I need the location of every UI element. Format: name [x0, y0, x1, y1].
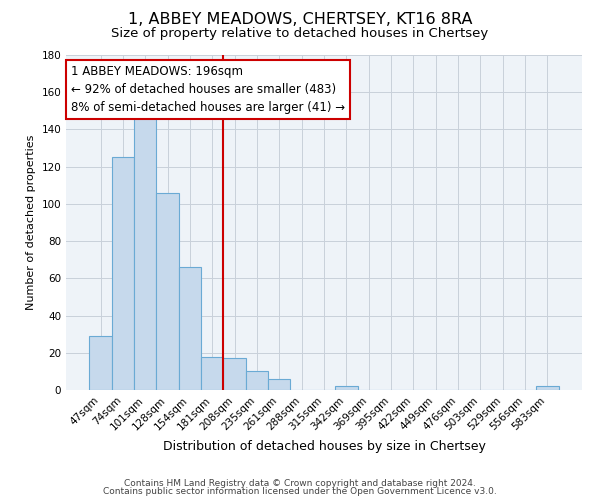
Bar — [201, 356, 223, 390]
Bar — [536, 386, 559, 390]
Bar — [112, 158, 134, 390]
Text: 1 ABBEY MEADOWS: 196sqm
← 92% of detached houses are smaller (483)
8% of semi-de: 1 ABBEY MEADOWS: 196sqm ← 92% of detache… — [71, 65, 345, 114]
Text: Contains public sector information licensed under the Open Government Licence v3: Contains public sector information licen… — [103, 487, 497, 496]
Bar — [157, 192, 179, 390]
X-axis label: Distribution of detached houses by size in Chertsey: Distribution of detached houses by size … — [163, 440, 485, 453]
Bar — [223, 358, 246, 390]
Y-axis label: Number of detached properties: Number of detached properties — [26, 135, 36, 310]
Bar — [335, 386, 358, 390]
Bar — [268, 379, 290, 390]
Bar — [246, 372, 268, 390]
Bar — [179, 267, 201, 390]
Text: Size of property relative to detached houses in Chertsey: Size of property relative to detached ho… — [112, 28, 488, 40]
Bar — [89, 336, 112, 390]
Text: Contains HM Land Registry data © Crown copyright and database right 2024.: Contains HM Land Registry data © Crown c… — [124, 478, 476, 488]
Text: 1, ABBEY MEADOWS, CHERTSEY, KT16 8RA: 1, ABBEY MEADOWS, CHERTSEY, KT16 8RA — [128, 12, 472, 28]
Bar — [134, 111, 157, 390]
